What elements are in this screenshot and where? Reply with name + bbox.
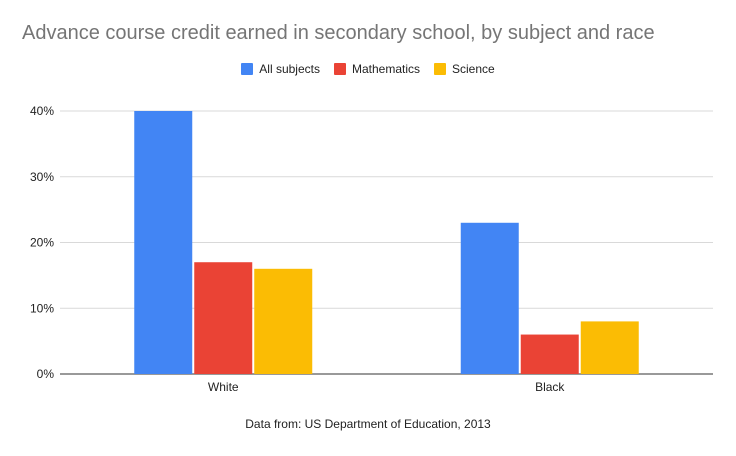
bar-all-subjects-black xyxy=(460,222,519,374)
legend-label-all-subjects: All subjects xyxy=(259,62,320,76)
bar-all-subjects-white xyxy=(134,111,193,374)
legend-swatch-mathematics xyxy=(333,63,346,75)
source-note: Data from: US Department of Education, 2… xyxy=(245,417,491,431)
x-tick-label: Black xyxy=(535,380,565,394)
y-tick-label: 10% xyxy=(30,301,54,315)
bar-science-white xyxy=(254,268,313,374)
legend-label-science: Science xyxy=(452,62,495,76)
legend-item-mathematics: Mathematics xyxy=(333,61,421,77)
legend-item-science: Science xyxy=(434,61,495,77)
legend: All subjects Mathematics Science xyxy=(0,61,736,77)
chart-title: Advance course credit earned in secondar… xyxy=(22,22,655,44)
legend-swatch-science xyxy=(434,63,447,75)
y-tick-label: 0% xyxy=(37,367,55,381)
legend-swatch-all-subjects xyxy=(241,63,254,75)
legend-label-mathematics: Mathematics xyxy=(351,62,421,76)
bar-science-black xyxy=(580,321,639,374)
bar-mathematics-black xyxy=(520,334,579,374)
y-tick-label: 40% xyxy=(30,104,54,118)
y-tick-label: 20% xyxy=(30,236,54,250)
bar-mathematics-white xyxy=(194,262,253,374)
x-tick-label: White xyxy=(208,380,239,394)
y-tick-label: 30% xyxy=(30,170,54,184)
legend-item-all-subjects: All subjects xyxy=(241,61,320,77)
